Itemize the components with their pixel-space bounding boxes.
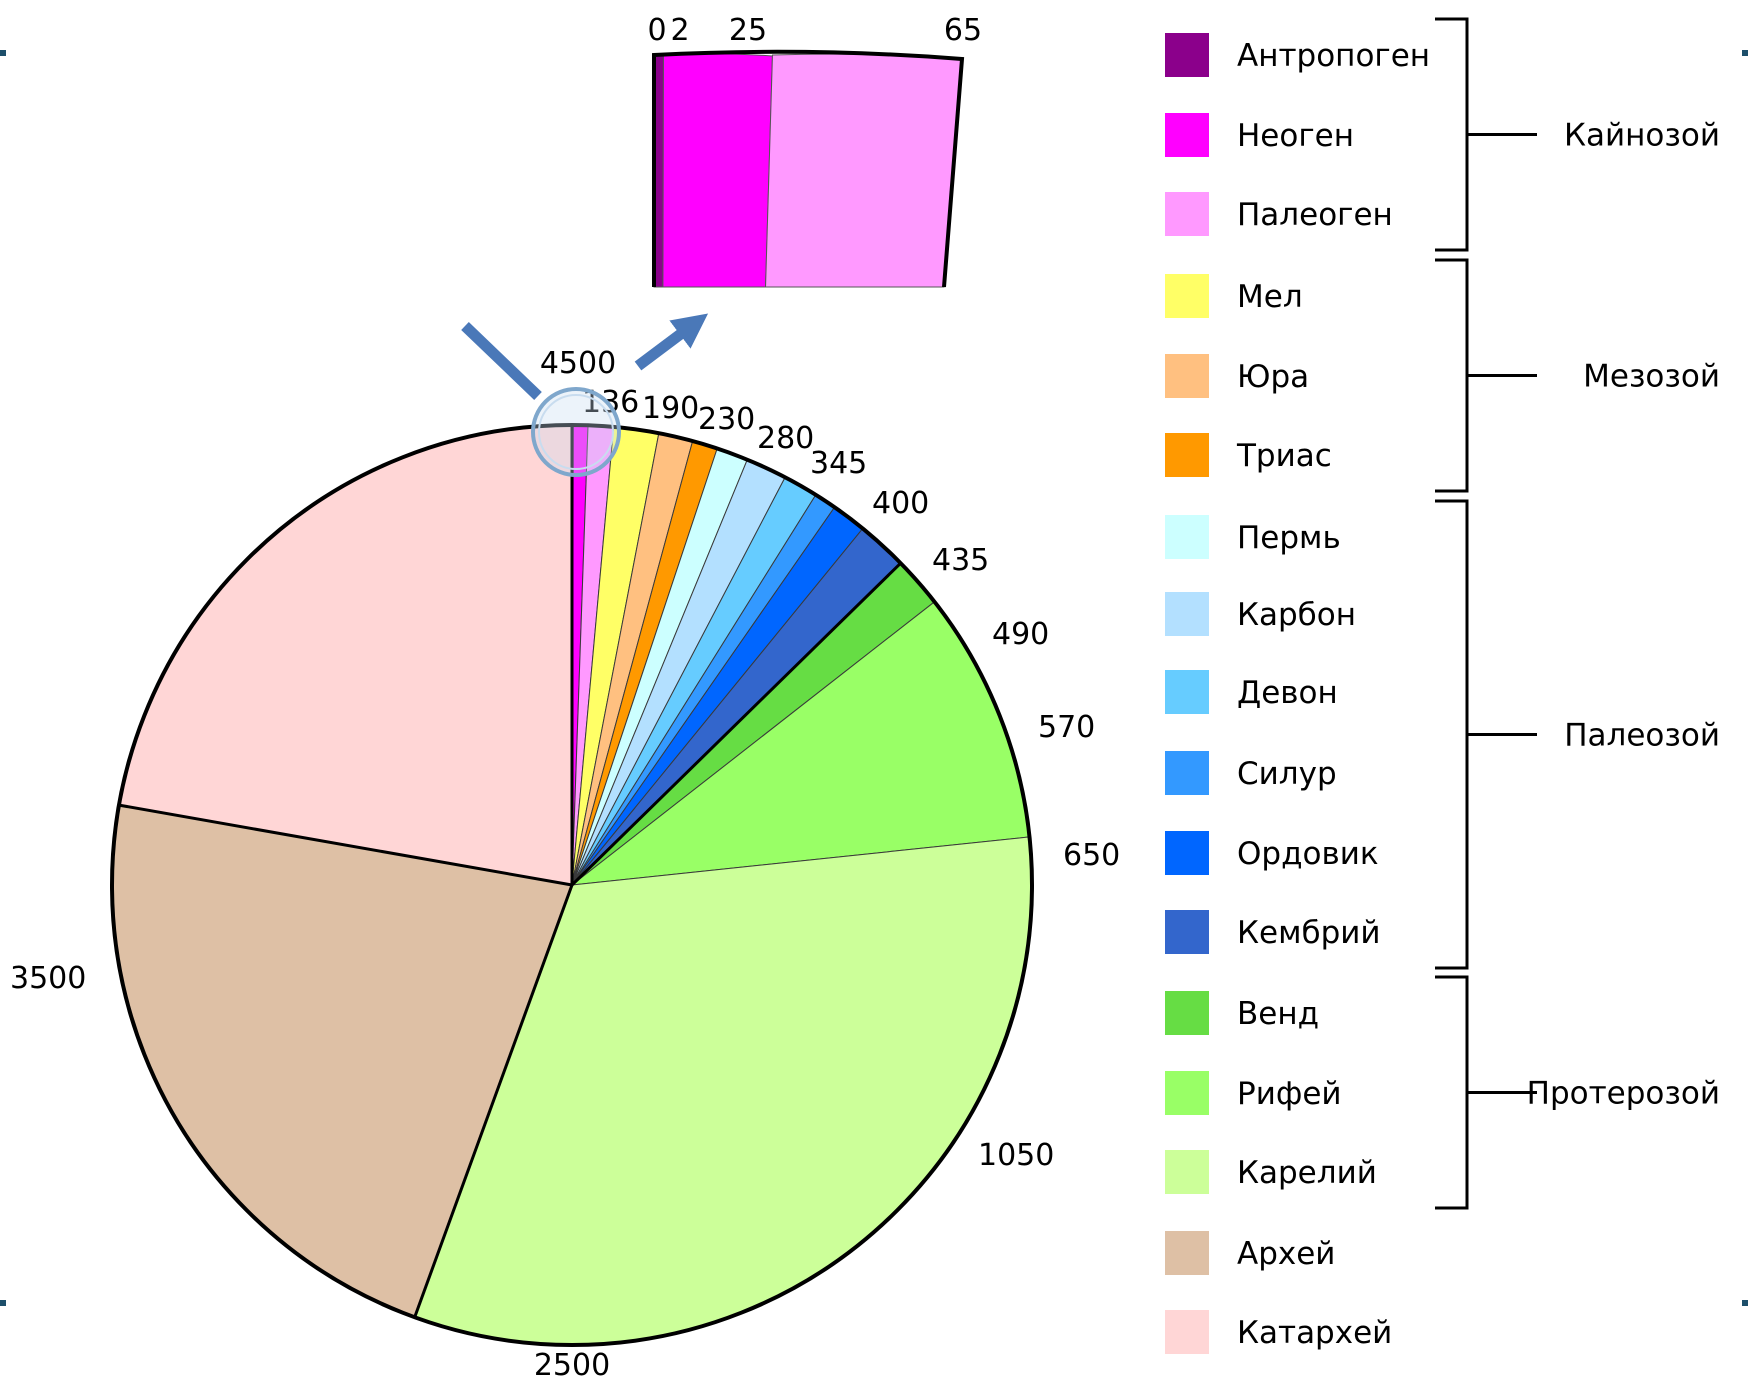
edge-marker [0,1300,6,1306]
legend-label: Венд [1237,996,1319,1032]
inset-slice-неоген [662,53,773,288]
era-bracket [1435,499,1469,970]
era-label: Мезозой [1583,359,1720,395]
inset-boundary-label: 0 [647,13,666,48]
legend-swatch-катархей [1165,1310,1209,1354]
legend-label: Триас [1236,438,1332,474]
era-divider-line [118,803,573,887]
era-label: Протерозой [1527,1076,1720,1112]
pie-slices [110,423,1034,1347]
legend-label: Рифей [1237,1076,1342,1112]
boundary-label: 400 [872,486,929,521]
boundary-label: 4500 [540,346,616,381]
era-brackets: Кайнозой Мезозой Палеозой Протерозой [1435,17,1720,1210]
era-divider-line [413,884,574,1318]
legend-label: Карбон [1237,597,1356,633]
legend-swatch-мел [1165,274,1209,318]
inset-boundary-label: 25 [729,13,767,48]
legend-label: Палеоген [1237,197,1393,233]
legend-label: Мел [1237,279,1303,315]
boundary-label: 650 [1063,838,1120,873]
era-bracket [1435,258,1469,493]
legend-label: Девон [1237,675,1338,711]
boundary-label: 1050 [978,1138,1054,1173]
boundary-label: 2500 [534,1348,610,1383]
era-label: Палеозой [1564,718,1720,754]
legend-swatch-юра [1165,354,1209,398]
legend-swatch-девон [1165,670,1209,714]
legend-label: Катархей [1237,1315,1392,1351]
inset-outline [652,49,965,288]
zoom-indicator [461,313,709,477]
edge-marker [1742,1300,1748,1306]
legend-swatch-кембрий [1165,910,1209,954]
legend-label: Ордовик [1237,836,1379,872]
inset-boundary-label: 2 [670,13,689,48]
edge-marker [0,50,6,56]
legend-swatch-неоген [1165,113,1209,157]
legend-swatch-антропоген [1165,33,1209,77]
legend-swatch-пермь [1165,515,1209,559]
magnifier-circle [531,387,621,477]
legend-label: Антропоген [1237,38,1430,74]
legend-swatch-рифей [1165,1071,1209,1115]
legend-swatch-венд [1165,991,1209,1035]
boundary-label: 190 [642,391,699,426]
legend-label: Архей [1237,1236,1335,1272]
magnifier-inner-ring [538,394,614,470]
legend-label: Силур [1237,756,1337,792]
era-bracket [1435,975,1469,1210]
legend-label: Кембрий [1237,915,1381,951]
legend-label: Юра [1237,359,1309,395]
legend-swatch-карелий [1165,1150,1209,1194]
inset-zoom-view: 0 2 25 65 [647,13,982,288]
legend-label: Неоген [1237,118,1354,154]
boundary-label: 570 [1038,710,1095,745]
boundary-label: 435 [932,543,989,578]
boundary-label: 280 [757,421,814,456]
era-bracket [1435,17,1469,252]
boundary-label: 345 [810,446,867,481]
inset-slice-палеоген [765,53,963,288]
legend-swatch-триас [1165,433,1209,477]
legend-swatch-ордовик [1165,831,1209,875]
era-divider-line [570,562,902,887]
boundary-label: 3500 [10,961,86,996]
boundary-labels: 136 1902302803454004354905706501050250035… [10,346,1120,1383]
era-label: Кайнозой [1564,118,1720,154]
legend-swatch-силур [1165,751,1209,795]
boundary-label: 230 [698,402,755,437]
legend: Антропоген Неоген Палеоген Мел Юра Триас Пермь… [1165,33,1430,1354]
legend-label: Пермь [1237,520,1341,556]
legend-swatch-палеоген [1165,192,1209,236]
legend-swatch-карбон [1165,592,1209,636]
legend-swatch-архей [1165,1231,1209,1275]
pointer-arrow-out [634,313,709,371]
legend-label: Карелий [1237,1155,1377,1191]
edge-marker [1742,50,1748,56]
pointer-arrow-in [461,322,542,400]
boundary-label: 490 [992,617,1049,652]
inset-boundary-label: 65 [944,13,982,48]
